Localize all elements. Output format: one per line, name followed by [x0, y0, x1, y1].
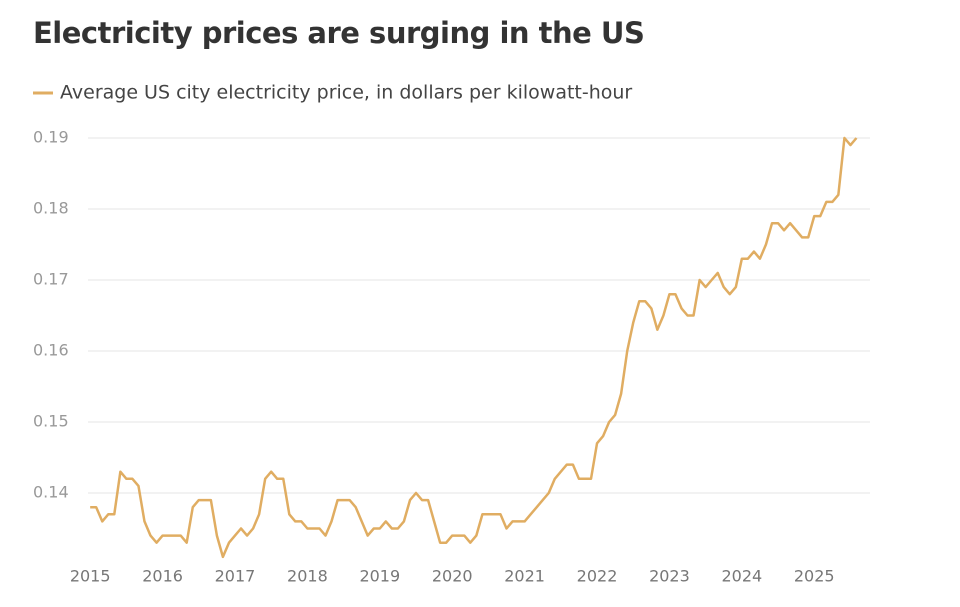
y-tick-label: 0.16	[33, 341, 69, 360]
x-tick-label: 2021	[504, 567, 545, 586]
x-tick-label: 2019	[359, 567, 400, 586]
x-tick-label: 2025	[794, 567, 835, 586]
chart-title: Electricity prices are surging in the US	[33, 16, 644, 50]
y-tick-label: 0.15	[33, 412, 69, 431]
x-tick-label: 2020	[432, 567, 473, 586]
y-tick-label: 0.18	[33, 199, 69, 218]
line	[90, 136, 858, 559]
x-tick-label: 2023	[649, 567, 690, 586]
y-tick-label: 0.14	[33, 483, 69, 502]
y-tick-label: 0.19	[33, 128, 69, 147]
x-tick-label: 2018	[287, 567, 328, 586]
x-tick-label: 2016	[142, 567, 183, 586]
y-tick-label: 0.17	[33, 270, 69, 289]
x-tick-label: 2022	[577, 567, 618, 586]
legend-label: Average US city electricity price, in do…	[60, 82, 632, 104]
x-tick-label: 2017	[215, 567, 256, 586]
x-tick-label: 2024	[721, 567, 762, 586]
x-tick-label: 2015	[70, 567, 111, 586]
